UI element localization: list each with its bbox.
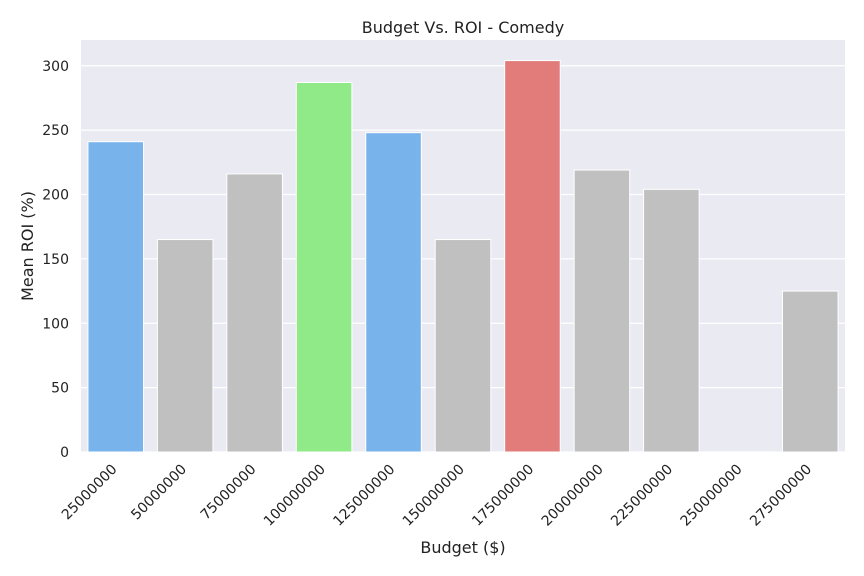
x-tick-label: 75000000 (198, 462, 260, 524)
bars (87, 60, 839, 453)
x-tick-label: 275000000 (747, 462, 815, 530)
x-tick-label: 50000000 (128, 462, 190, 524)
y-tick-label: 200 (42, 188, 69, 204)
y-tick-label: 250 (42, 123, 69, 139)
bar-125000000 (365, 132, 422, 453)
bar-75000000 (226, 173, 283, 453)
x-tick-label: 225000000 (608, 462, 676, 530)
bar-175000000 (504, 60, 561, 453)
x-tick-label: 250000000 (678, 462, 746, 530)
x-tick-label: 200000000 (539, 462, 607, 530)
bar-50000000 (156, 239, 214, 453)
chart-title: Budget Vs. ROI - Comedy (362, 18, 564, 37)
y-tick-label: 150 (42, 252, 69, 268)
bar-200000000 (573, 169, 631, 453)
y-tick-label: 100 (42, 316, 69, 332)
y-axis-label: Mean ROI (%) (18, 191, 37, 301)
x-tick-label: 175000000 (469, 462, 537, 530)
x-tick-label: 100000000 (261, 462, 329, 530)
bar-25000000 (87, 141, 145, 453)
bar-275000000 (781, 290, 839, 453)
bar-225000000 (643, 188, 700, 453)
x-axis-ticks: 25000000 50000000 75000000 100000000 1250000… (59, 462, 815, 530)
y-tick-label: 0 (60, 445, 69, 461)
x-tick-label: 150000000 (400, 462, 468, 530)
bar-150000000 (434, 239, 492, 453)
y-axis-ticks: 0 50 100 150 200 250 300 (42, 59, 69, 461)
x-tick-label: 125000000 (330, 462, 398, 530)
x-tick-label: 25000000 (59, 462, 121, 524)
y-tick-label: 50 (51, 381, 69, 397)
x-axis-label: Budget ($) (420, 538, 505, 557)
y-tick-label: 300 (42, 59, 69, 75)
bar-100000000 (295, 81, 353, 453)
